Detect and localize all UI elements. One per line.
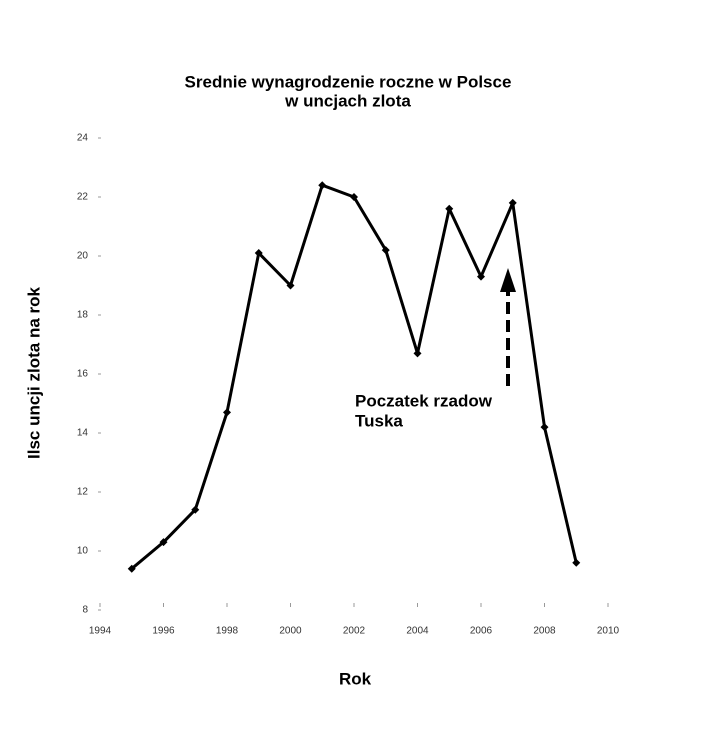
x-tick-label: 1996 [152, 626, 175, 637]
data-point [350, 193, 358, 201]
x-tick-label: 2000 [279, 626, 302, 637]
data-point [223, 408, 231, 417]
data-point [318, 181, 327, 190]
data-point [508, 198, 517, 207]
chart-title: Srednie wynagrodzenie roczne w Polsce [185, 72, 512, 91]
y-tick-label: 12 [77, 487, 89, 498]
y-tick-label: 14 [77, 428, 89, 439]
x-tick-label: 2002 [343, 626, 366, 637]
data-point [477, 272, 485, 281]
x-tick-label: 2006 [470, 626, 493, 637]
data-point [127, 564, 136, 573]
data-point [572, 558, 581, 567]
data-point [191, 505, 200, 514]
y-axis-label: Ilsc uncji zlota na rok [24, 286, 43, 458]
arrow-head [500, 268, 516, 292]
x-tick-label: 2010 [597, 626, 620, 637]
data-point [159, 538, 168, 547]
data-point [286, 281, 295, 290]
y-tick-label: 18 [77, 310, 89, 321]
data-point [381, 246, 390, 255]
y-tick-label: 22 [77, 192, 89, 203]
x-tick-label: 2004 [406, 626, 429, 637]
y-tick-label: 8 [82, 605, 88, 616]
y-tick-label: 20 [77, 251, 89, 262]
x-axis-label: Rok [339, 669, 372, 688]
x-tick-label: 2008 [533, 626, 556, 637]
data-point [254, 249, 263, 258]
data-point [413, 349, 422, 358]
annotation: Poczatek rzadow [355, 391, 493, 410]
annotation: Tuska [355, 411, 403, 430]
data-point [445, 204, 454, 213]
chart-title: w uncjach zlota [284, 91, 411, 110]
x-tick-label: 1998 [216, 626, 239, 637]
x-tick-label: 1994 [89, 626, 112, 637]
y-tick-label: 10 [77, 546, 89, 557]
y-tick-label: 24 [77, 133, 89, 144]
data-point [540, 423, 549, 432]
y-tick-label: 16 [77, 369, 89, 380]
